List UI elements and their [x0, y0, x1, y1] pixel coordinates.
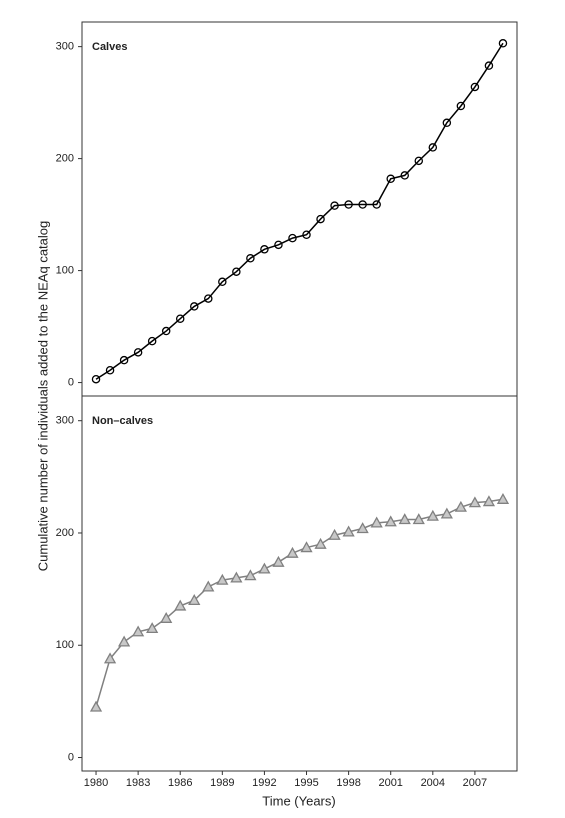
- marker: [103, 652, 117, 664]
- marker: [258, 562, 271, 574]
- marker: [314, 537, 327, 549]
- x-tick-label: 1986: [168, 777, 192, 789]
- x-tick-label: 2007: [463, 777, 487, 789]
- marker: [356, 522, 369, 534]
- marker: [147, 336, 157, 346]
- marker: [386, 174, 395, 184]
- marker: [372, 200, 381, 209]
- marker: [246, 254, 255, 263]
- marker: [456, 101, 466, 111]
- marker: [482, 495, 496, 507]
- y-tick-label: 0: [68, 376, 74, 388]
- marker: [188, 594, 201, 605]
- marker: [412, 513, 425, 525]
- marker: [440, 507, 453, 519]
- x-tick-label: 1998: [336, 777, 360, 789]
- panel-label: Calves: [92, 41, 127, 53]
- x-tick-label: 2001: [378, 777, 402, 789]
- marker: [370, 516, 383, 528]
- marker: [244, 569, 257, 581]
- marker: [428, 143, 438, 152]
- marker: [190, 302, 199, 311]
- marker: [230, 571, 243, 583]
- y-tick-label: 100: [56, 264, 74, 276]
- marker: [133, 348, 143, 357]
- marker: [146, 622, 159, 634]
- marker: [414, 156, 424, 166]
- marker: [398, 513, 411, 525]
- marker: [342, 525, 355, 537]
- x-tick-label: 2004: [421, 777, 445, 789]
- marker: [89, 700, 103, 712]
- panel-frame: [81, 395, 518, 772]
- marker: [496, 492, 510, 504]
- marker: [316, 214, 325, 224]
- y-axis-label: Cumulative number of individuals added t…: [35, 221, 50, 572]
- marker: [216, 573, 229, 585]
- y-tick-label: 100: [56, 639, 74, 651]
- y-tick-label: 300: [56, 41, 74, 53]
- marker: [468, 496, 482, 508]
- panel-frame: [81, 21, 518, 397]
- marker: [105, 365, 115, 375]
- marker: [300, 541, 313, 553]
- marker: [454, 500, 467, 512]
- marker: [260, 245, 269, 254]
- x-tick-label: 1983: [126, 777, 150, 789]
- marker: [286, 546, 299, 558]
- marker: [132, 625, 145, 637]
- marker: [218, 277, 227, 287]
- marker: [119, 355, 129, 365]
- marker: [204, 294, 213, 303]
- marker: [272, 555, 285, 567]
- x-tick-label: 1995: [294, 777, 318, 789]
- marker: [330, 201, 339, 210]
- marker: [484, 61, 494, 70]
- y-tick-label: 300: [56, 415, 74, 427]
- marker: [117, 635, 131, 647]
- y-tick-label: 200: [56, 153, 74, 165]
- data-line: [95, 42, 504, 380]
- marker: [426, 509, 439, 521]
- marker: [328, 528, 341, 540]
- marker: [160, 611, 173, 623]
- marker: [174, 599, 187, 611]
- marker: [384, 515, 397, 527]
- marker: [302, 230, 311, 240]
- marker: [202, 580, 215, 592]
- data-line: [95, 498, 504, 708]
- x-tick-label: 1980: [84, 777, 108, 789]
- marker: [498, 39, 508, 48]
- marker: [470, 82, 480, 92]
- marker: [358, 200, 367, 209]
- marker: [232, 267, 241, 276]
- x-tick-label: 1989: [210, 777, 234, 789]
- marker: [288, 233, 297, 243]
- marker: [161, 326, 171, 336]
- y-tick-label: 200: [56, 527, 74, 539]
- marker: [344, 200, 353, 209]
- y-tick-label: 0: [68, 751, 74, 763]
- x-tick-label: 1992: [252, 777, 276, 789]
- marker: [274, 240, 283, 250]
- marker: [175, 314, 185, 323]
- marker: [91, 374, 101, 384]
- x-axis-label: Time (Years): [262, 793, 335, 808]
- marker: [400, 171, 409, 180]
- panel-label: Non–calves: [92, 415, 153, 427]
- marker: [442, 118, 452, 128]
